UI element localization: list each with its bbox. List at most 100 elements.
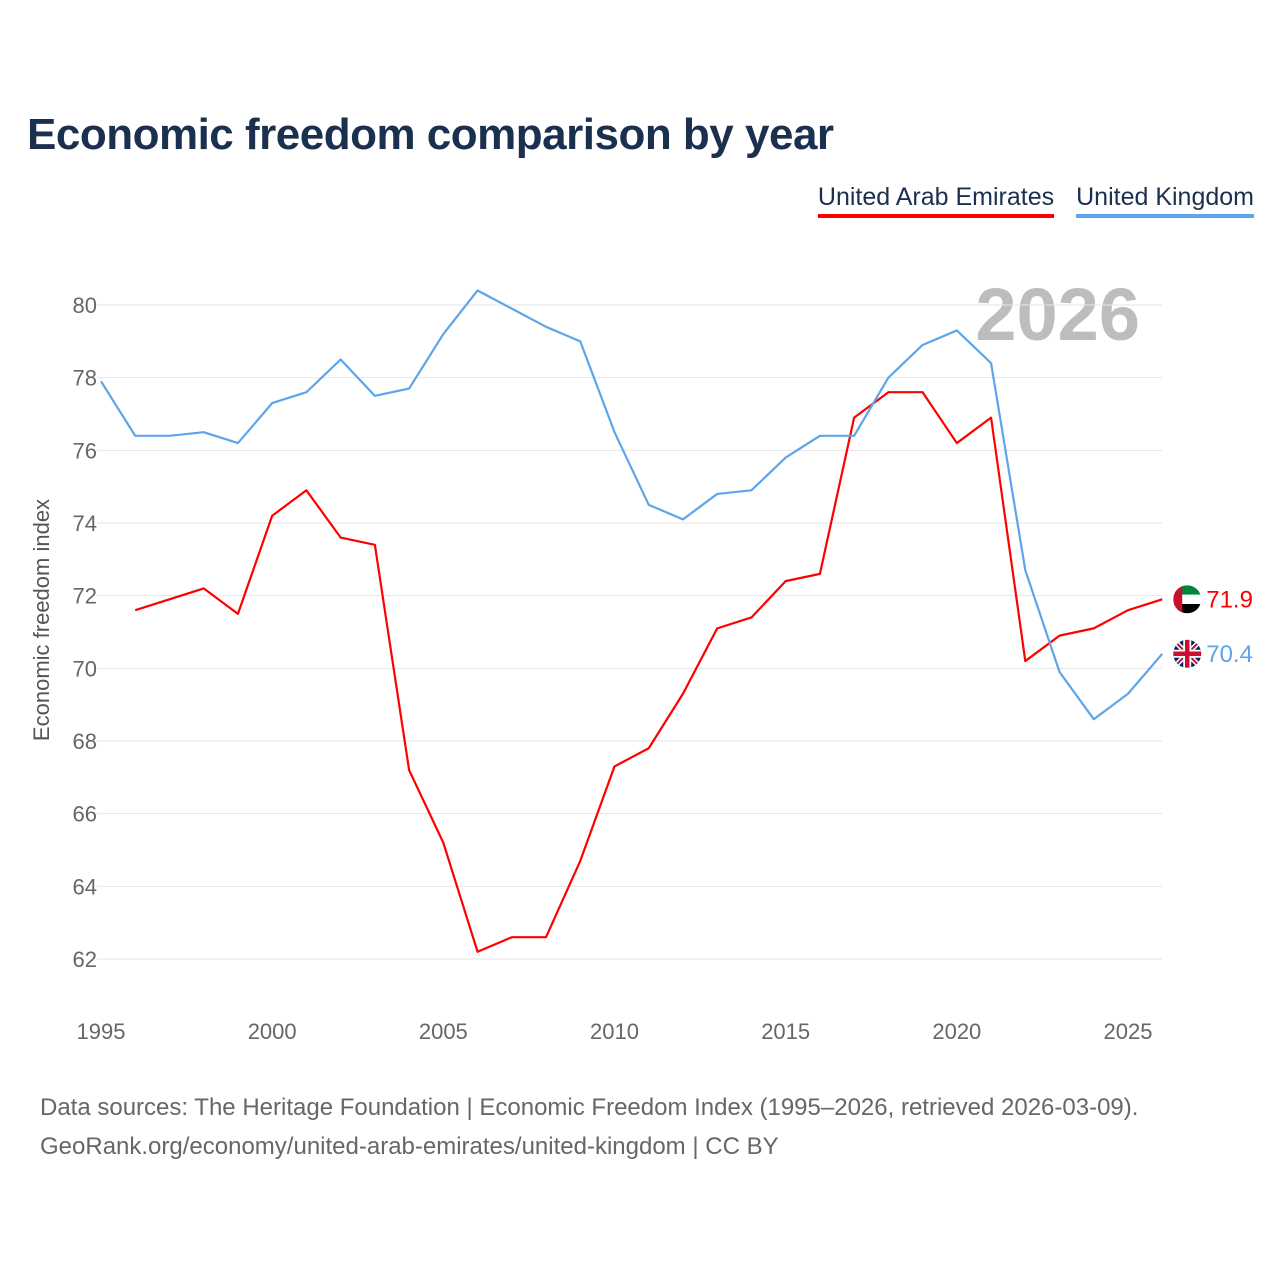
data-point [680,516,686,522]
data-point [98,378,104,384]
data-point [817,433,823,439]
y-tick-label: 80 [73,293,97,318]
data-point [954,327,960,333]
data-point [1022,567,1028,573]
legend-item-uk[interactable]: United Kingdom [1076,183,1254,218]
y-tick-label: 70 [73,656,97,681]
data-point [646,502,652,508]
data-point [920,389,926,395]
x-tick-label: 2000 [248,1019,297,1044]
data-point [748,487,754,493]
flag-stripe [1173,594,1202,604]
data-point [132,433,138,439]
flag-stripe [1173,604,1202,614]
data-point [851,415,857,421]
series-line-uae [134,391,1163,953]
end-value-label: 70.4 [1206,641,1253,668]
flag-stripe [1173,585,1202,596]
data-point [303,487,309,493]
data-point [577,858,583,864]
data-point [885,389,891,395]
legend-item-uae[interactable]: United Arab Emirates [817,183,1055,218]
data-point [235,611,241,617]
x-tick-label: 1995 [77,1019,126,1044]
data-point [680,691,686,697]
flag-stripe [1173,585,1183,614]
data-point [646,745,652,751]
data-point [166,433,172,439]
y-tick-label: 62 [73,947,97,972]
data-point [509,306,515,312]
data-point [201,429,207,435]
flag-body [1173,639,1202,668]
x-tick-label: 2025 [1104,1019,1153,1044]
data-point [440,331,446,337]
data-point [166,596,172,602]
data-point [235,440,241,446]
y-tick-label: 78 [73,366,97,391]
data-point [1159,596,1165,602]
y-tick-label: 72 [73,584,97,609]
data-point [851,433,857,439]
y-tick-label: 64 [73,874,97,899]
data-point [338,357,344,363]
x-tick-label: 2005 [419,1019,468,1044]
x-tick-label: 2020 [932,1019,981,1044]
flag-cross-red [1173,639,1202,668]
y-tick-label: 76 [73,438,97,463]
source-note: Data sources: The Heritage Foundation | … [40,1088,1138,1166]
source-line-2[interactable]: GeoRank.org/economy/united-arab-emirates… [40,1133,779,1160]
data-point [269,400,275,406]
data-point [440,840,446,846]
data-point [577,338,583,344]
source-line-1: Data sources: The Heritage Foundation | … [40,1094,1139,1121]
data-point [1159,651,1165,657]
series-line-uk [100,289,1164,721]
data-point [988,360,994,366]
uk-flag-icon [1173,639,1202,668]
data-point [612,763,618,769]
x-tick-label: 2015 [761,1019,810,1044]
data-point [201,585,207,591]
flag-body [1173,585,1202,614]
y-tick-label: 68 [73,729,97,754]
data-point [783,455,789,461]
data-point [1125,691,1131,697]
data-point [475,287,481,293]
x-tick-label: 2010 [590,1019,639,1044]
data-point [1057,633,1063,639]
data-point [406,386,412,392]
data-point [1091,716,1097,722]
data-point [475,949,481,955]
end-value-label: 71.9 [1206,586,1253,613]
data-point [920,342,926,348]
year-watermark: 2026 [975,273,1140,356]
data-point [1022,658,1028,664]
y-tick-label: 74 [73,511,97,536]
data-point [988,415,994,421]
data-point [338,535,344,541]
data-point [885,375,891,381]
data-point [372,542,378,548]
legend: United Arab Emirates United Kingdom [817,183,1254,218]
data-point [1091,625,1097,631]
data-point [543,934,549,940]
data-point [612,429,618,435]
data-point [509,934,515,940]
data-point [303,389,309,395]
data-point [269,513,275,519]
data-point [783,578,789,584]
data-point [543,324,549,330]
y-tick-label: 66 [73,802,97,827]
data-point [954,440,960,446]
data-point [817,571,823,577]
data-point [1125,607,1131,613]
data-point [406,767,412,773]
chart-title: Economic freedom comparison by year [27,110,834,159]
data-point [714,625,720,631]
data-point [372,393,378,399]
uae-flag-icon [1173,585,1202,614]
data-point [748,614,754,620]
